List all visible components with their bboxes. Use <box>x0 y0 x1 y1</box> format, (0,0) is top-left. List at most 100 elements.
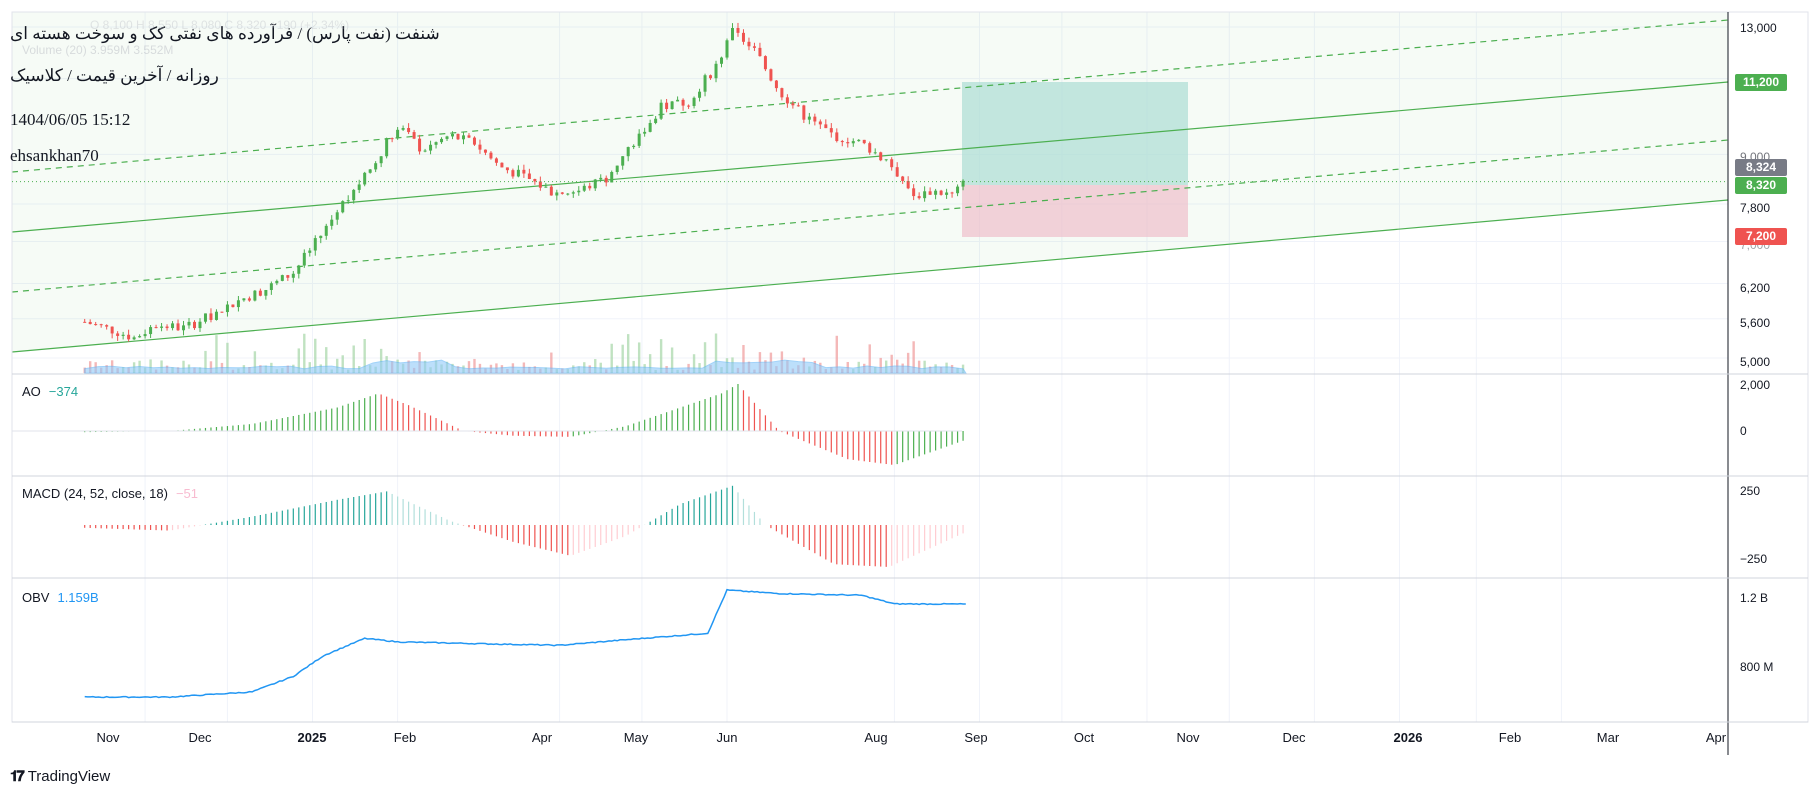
candle-body <box>247 298 251 301</box>
volume-bar <box>341 355 344 373</box>
volume-bar <box>868 344 871 373</box>
candle-body <box>873 152 877 154</box>
candle-body <box>225 304 229 313</box>
price-candles <box>83 22 965 342</box>
channel-mid <box>12 81 1728 233</box>
candle-body <box>187 321 191 326</box>
candle-body <box>121 334 125 336</box>
candle-body <box>302 252 306 266</box>
candle-body <box>192 321 196 329</box>
macd-tick: −250 <box>1740 552 1768 566</box>
candle-body <box>796 105 800 107</box>
volume-bar <box>703 342 707 373</box>
time-label: Feb <box>1498 730 1522 745</box>
chart-author: ehsankhan70 <box>10 146 99 165</box>
candle-body <box>829 128 833 133</box>
time-label: Sep <box>964 730 988 745</box>
tradingview-logo[interactable]: 𝟏𝟕 TradingView <box>10 768 110 785</box>
chart-datetime: 1404/06/05 15:12 <box>10 110 131 129</box>
candle-body <box>906 180 910 189</box>
candle-body <box>160 326 164 328</box>
candle-body <box>851 141 855 144</box>
candle-body <box>275 280 279 284</box>
candle-body <box>105 325 109 327</box>
target-zone <box>962 82 1188 185</box>
candle-body <box>527 173 531 180</box>
candle-body <box>544 186 548 188</box>
candle-body <box>692 97 696 106</box>
candle-body <box>341 201 345 213</box>
candle-body <box>615 165 619 173</box>
ao-label[interactable]: AO −374 <box>22 384 78 399</box>
obv-label[interactable]: OBV 1.159B <box>22 590 99 605</box>
price-tick: 5,000 <box>1740 355 1771 369</box>
volume-bar <box>692 354 696 373</box>
candle-body <box>654 118 658 123</box>
candle-body <box>500 162 504 168</box>
candle-body <box>791 103 795 106</box>
candle-body <box>138 336 142 338</box>
volume-bar <box>621 344 624 373</box>
price-tick: 13,000 <box>1740 21 1777 35</box>
candle-body <box>599 177 603 180</box>
candle-body <box>714 63 718 79</box>
candle-body <box>516 169 520 177</box>
pane-frame <box>11 11 1809 755</box>
obv-tick: 1.2 B <box>1740 591 1769 605</box>
time-label: 2025 <box>297 730 327 745</box>
candle-body <box>154 327 158 329</box>
candle-body <box>610 172 614 183</box>
candle-body <box>643 131 647 134</box>
candle-body <box>670 101 674 110</box>
volume-bar <box>149 359 152 373</box>
volume-bar <box>714 333 718 373</box>
candle-body <box>676 99 680 102</box>
candle-body <box>363 172 367 185</box>
candle-body <box>423 150 427 152</box>
candle-body <box>681 99 685 106</box>
candle-body <box>461 135 465 140</box>
channel-upper-mid <box>12 19 1728 173</box>
candle-body <box>560 192 564 194</box>
volume-bar <box>742 345 745 373</box>
candle-body <box>555 192 559 196</box>
candle-body <box>917 196 921 199</box>
macd-name: MACD (24, 52, close, 18) <box>22 486 168 501</box>
candle-body <box>593 179 597 189</box>
candle-body <box>824 124 828 129</box>
chart-subtitle: روزانه / آخرین قیمت / کلاسیک <box>10 66 219 85</box>
candle-body <box>264 290 268 296</box>
candle-body <box>291 273 295 278</box>
tradingview-wordmark: TradingView <box>27 768 111 785</box>
ao-histogram <box>12 384 964 465</box>
stop-price-badge: 7,200 <box>1735 228 1787 245</box>
volume-bar <box>160 360 163 373</box>
candle-body <box>846 142 850 144</box>
candle-body <box>214 311 218 320</box>
candle-body <box>472 137 476 145</box>
price-tick: 6,200 <box>1740 281 1771 295</box>
candle-body <box>110 326 114 334</box>
candle-body <box>928 191 932 195</box>
candle-body <box>324 225 328 236</box>
candle-body <box>741 32 745 42</box>
macd-label[interactable]: MACD (24, 52, close, 18) −51 <box>22 486 198 501</box>
candle-body <box>176 323 180 331</box>
tradingview-icon: 𝟏𝟕 <box>10 768 25 785</box>
candle-body <box>890 159 894 168</box>
volume-bar <box>88 361 92 373</box>
volume-bar <box>890 354 893 373</box>
time-label: 2026 <box>1393 730 1423 745</box>
candle-body <box>857 139 861 142</box>
candle-body <box>720 57 724 64</box>
candle-body <box>956 186 960 194</box>
candle-body <box>165 326 169 329</box>
candle-body <box>231 304 235 308</box>
candle-body <box>182 325 186 331</box>
candle-body <box>840 141 844 143</box>
candle-body <box>802 105 806 120</box>
candle-body <box>220 311 224 313</box>
candle-body <box>132 337 136 340</box>
candle-body <box>626 147 630 157</box>
